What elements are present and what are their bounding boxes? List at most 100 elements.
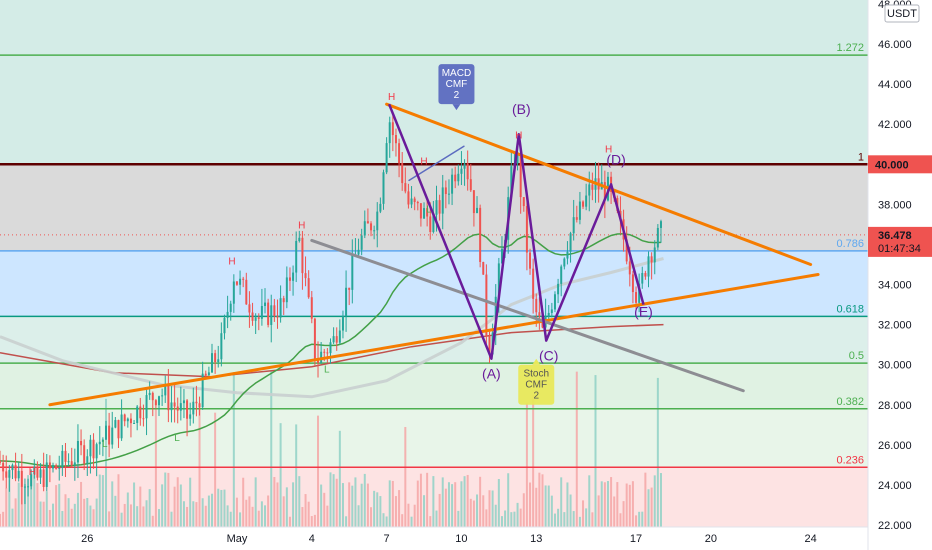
- volume-bar: [582, 500, 585, 527]
- level-tag-box: [868, 155, 932, 174]
- candle-body: [348, 287, 351, 290]
- pivot-mark-H: H: [515, 130, 522, 141]
- pivot-mark-H: H: [298, 220, 305, 231]
- candle-body: [647, 256, 650, 277]
- volume-bar: [494, 504, 497, 527]
- currency-badge[interactable]: USDT: [884, 4, 920, 23]
- volume-bar: [186, 506, 189, 527]
- volume-bar: [288, 516, 291, 527]
- candle-body: [376, 211, 379, 231]
- volume-bar: [466, 474, 469, 527]
- volume-bar: [544, 485, 547, 527]
- candle-body: [529, 252, 532, 269]
- candle-body: [500, 248, 503, 264]
- callout-text: Stoch: [523, 369, 549, 380]
- candle-body: [42, 469, 45, 487]
- candle-body: [55, 465, 58, 469]
- candle-body: [173, 402, 176, 407]
- candle-body: [557, 283, 560, 295]
- candle-body: [214, 353, 217, 363]
- candle-body: [310, 297, 313, 319]
- candle-body: [659, 221, 662, 228]
- volume-bar: [292, 482, 295, 527]
- candle-body: [563, 258, 566, 267]
- candle-body: [17, 470, 20, 479]
- candle-body: [398, 143, 401, 164]
- volume-bar: [45, 491, 48, 527]
- candle-body: [345, 287, 348, 317]
- volume-bar: [413, 504, 416, 527]
- y-tick-label: 32.000: [878, 320, 912, 332]
- volume-bar: [161, 484, 164, 527]
- volume-bar: [376, 492, 379, 527]
- volume-bar: [373, 490, 376, 527]
- volume-bar: [264, 505, 267, 527]
- volume-bar: [491, 490, 494, 527]
- volume-bar: [317, 415, 320, 527]
- candle-body: [64, 450, 67, 462]
- fib-label-0.382: 0.382: [836, 396, 864, 408]
- candle-body: [245, 279, 248, 305]
- volume-bar: [419, 473, 422, 527]
- candle-body: [578, 201, 581, 220]
- candle-body: [257, 317, 260, 319]
- volume-bar: [95, 498, 98, 527]
- volume-bar: [482, 495, 485, 527]
- volume-bar: [391, 480, 394, 527]
- volume-bar: [357, 505, 360, 527]
- volume-bar: [426, 472, 429, 527]
- volume-bar: [42, 501, 45, 527]
- volume-bar: [550, 495, 553, 527]
- volume-bar: [108, 511, 111, 527]
- candle-body: [656, 227, 659, 248]
- volume-bar: [454, 482, 457, 527]
- pivot-mark-H: H: [29, 467, 36, 478]
- volume-bar: [525, 402, 528, 527]
- volume-bar: [329, 472, 332, 527]
- candle-body: [510, 166, 513, 198]
- volume-bar: [201, 498, 204, 527]
- candle-body: [108, 425, 111, 445]
- volume-bar: [653, 475, 656, 527]
- volume-bar: [622, 501, 625, 527]
- volume-bar: [133, 482, 136, 527]
- volume-bar: [207, 495, 210, 527]
- y-tick-label: 30.000: [878, 360, 912, 372]
- candle-body: [329, 342, 332, 354]
- volume-bar: [507, 473, 510, 527]
- volume-bar: [463, 476, 466, 527]
- callout-text: CMF: [525, 380, 547, 391]
- volume-bar: [519, 508, 522, 527]
- candle-body: [67, 461, 70, 463]
- candle-body: [301, 237, 304, 274]
- candle-body: [167, 385, 170, 411]
- volume-bar: [485, 509, 488, 527]
- volume-bar: [295, 424, 298, 527]
- pivot-mark-L: L: [102, 439, 108, 450]
- x-tick-label: 24: [805, 533, 817, 545]
- candle-body: [317, 359, 320, 363]
- candle-body: [454, 174, 457, 182]
- volume-bar: [578, 516, 581, 527]
- candle-body: [572, 217, 575, 234]
- volume-bar: [472, 500, 475, 527]
- volume-bar: [167, 472, 170, 527]
- volume-bar: [248, 496, 251, 527]
- volume-bar: [182, 501, 185, 527]
- candle-body: [423, 208, 426, 219]
- volume-bar: [285, 487, 288, 527]
- candle-body: [126, 418, 129, 422]
- ma-long-red: [0, 323, 664, 378]
- pivot-mark-L: L: [426, 204, 432, 215]
- candle-body: [457, 173, 460, 182]
- volume-bar: [529, 482, 532, 527]
- volume-bar: [67, 498, 70, 527]
- candle-body: [232, 281, 235, 304]
- volume-bar: [432, 476, 435, 527]
- x-tick-label: May: [227, 533, 248, 545]
